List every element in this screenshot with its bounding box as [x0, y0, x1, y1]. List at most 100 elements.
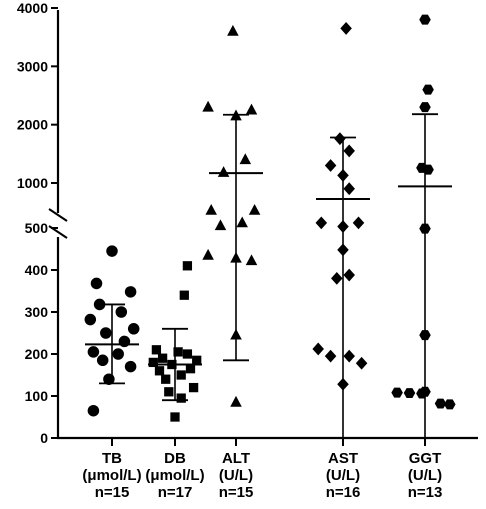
data-point	[239, 153, 252, 165]
plot-series	[84, 14, 456, 438]
data-point	[245, 254, 258, 266]
data-point	[157, 353, 168, 363]
data-point	[355, 356, 368, 370]
data-point	[112, 348, 124, 360]
series-db	[148, 261, 202, 422]
data-point	[324, 159, 337, 172]
data-point	[93, 298, 106, 311]
data-point	[391, 387, 403, 398]
x-tick-label: TB	[102, 450, 122, 467]
data-point	[185, 364, 196, 374]
x-tick-label: n=16	[326, 484, 361, 501]
data-point	[118, 335, 131, 348]
data-point	[331, 272, 343, 285]
y-tick-label: 0	[40, 430, 48, 446]
data-point	[164, 387, 174, 397]
x-tick-label: n=17	[158, 484, 193, 501]
data-point	[167, 359, 177, 370]
data-point	[422, 84, 434, 95]
data-point	[115, 306, 128, 318]
series-ast	[312, 22, 370, 438]
data-point	[124, 360, 137, 373]
data-point	[202, 100, 214, 112]
data-point	[173, 347, 183, 357]
data-point	[103, 373, 115, 385]
data-point	[182, 261, 193, 271]
data-point	[214, 219, 227, 231]
x-tick-label: n=13	[408, 484, 443, 501]
x-tick-label: ALT	[222, 450, 250, 467]
data-point	[343, 268, 355, 282]
x-tick-label: DB	[164, 450, 186, 467]
data-point	[343, 182, 355, 196]
data-point	[230, 251, 242, 263]
y-tick-label: 2000	[17, 117, 48, 133]
data-point	[340, 22, 352, 35]
data-point	[419, 386, 431, 397]
data-point	[176, 393, 186, 403]
y-tick-label: 400	[25, 262, 49, 278]
data-point	[90, 277, 103, 290]
x-tick-label: (μmol/L)	[145, 467, 204, 484]
data-point	[337, 220, 349, 233]
data-point	[315, 216, 328, 230]
y-tick-label: 1000	[17, 175, 48, 191]
data-point	[124, 286, 137, 298]
x-tick-label: (U/L)	[326, 467, 360, 484]
data-point	[87, 404, 100, 417]
x-tick-label: n=15	[95, 484, 130, 501]
data-point	[170, 412, 180, 422]
y-tick-label: 200	[25, 346, 49, 362]
data-point	[245, 103, 258, 115]
series-ggt	[391, 14, 456, 438]
y-tick-label: 300	[25, 304, 49, 320]
data-point	[352, 216, 365, 230]
x-ticks: TB(μmol/L)n=15DB(μmol/L)n=17ALT(U/L)n=15…	[82, 438, 442, 501]
data-point	[419, 14, 431, 25]
data-point	[343, 144, 355, 158]
data-point	[148, 357, 158, 368]
data-point	[422, 164, 434, 175]
data-point	[403, 388, 416, 399]
data-point	[343, 349, 355, 363]
data-point	[96, 354, 109, 367]
data-point	[127, 323, 140, 335]
data-point	[100, 327, 112, 339]
series-alt	[202, 24, 263, 407]
data-point	[337, 169, 349, 182]
y-ticks: 0 100 200 300 400 500 1000 2000 3000 4000	[17, 0, 58, 446]
data-point	[419, 223, 431, 234]
y-tick-label: 500	[25, 220, 49, 236]
data-point	[188, 382, 199, 393]
data-point	[419, 330, 431, 341]
data-point	[151, 345, 162, 355]
x-tick-label: GGT	[409, 450, 442, 467]
x-axis: TB(μmol/L)n=15DB(μmol/L)n=17ALT(U/L)n=15…	[57, 436, 478, 501]
data-point	[179, 290, 189, 300]
y-axis: 0 100 200 300 400 500 1000 2000 3000 4000	[17, 0, 68, 446]
x-tick-label: AST	[328, 450, 358, 467]
data-point	[176, 370, 186, 380]
data-point	[434, 398, 447, 409]
y-tick-label: 4000	[17, 0, 48, 16]
data-point	[192, 355, 202, 365]
x-tick-label: (U/L)	[219, 467, 253, 484]
data-point	[337, 243, 349, 257]
data-point	[444, 399, 456, 410]
data-point	[202, 248, 214, 260]
series-tb	[84, 245, 140, 417]
data-point	[87, 346, 100, 358]
data-point	[230, 109, 242, 121]
data-point	[205, 203, 217, 215]
axis-break-marker	[48, 208, 68, 239]
data-point	[217, 166, 230, 177]
data-point	[337, 377, 349, 391]
data-point	[230, 395, 242, 407]
data-point	[324, 349, 337, 363]
data-point	[419, 102, 431, 113]
x-tick-label: n=15	[219, 484, 254, 501]
y-tick-label: 100	[25, 388, 49, 404]
data-point	[106, 245, 118, 257]
data-point	[182, 349, 193, 359]
